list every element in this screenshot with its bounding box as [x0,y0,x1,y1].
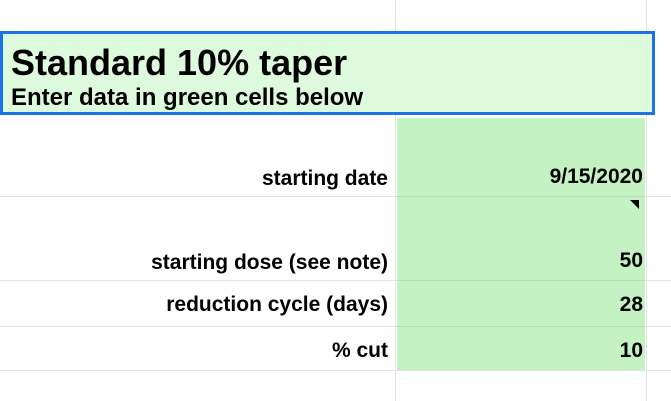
reduction-cycle-cell[interactable]: 28 [619,293,643,316]
percent-cut-label: % cut [331,339,388,362]
row-gridline [0,326,671,327]
row-gridline [0,196,671,197]
column-gridline [395,0,396,401]
header-cell-selected[interactable]: Standard 10% taper Enter data in green c… [0,31,655,115]
starting-date-cell[interactable]: 9/15/2020 [549,165,643,188]
reduction-cycle-label: reduction cycle (days) [166,293,388,316]
column-gridline [646,0,647,401]
input-column [397,118,645,370]
input-gridline [397,280,645,281]
starting-date-label: starting date [261,167,388,190]
input-gridline [397,196,645,197]
starting-dose-label: starting dose (see note) [151,251,388,274]
sheet-subtitle: Enter data in green cells below [11,84,364,111]
percent-cut-cell[interactable]: 10 [619,339,643,362]
starting-dose-cell[interactable]: 50 [619,249,643,272]
note-indicator-icon[interactable] [630,200,639,209]
row-gridline [0,280,671,281]
row-gridline [0,370,671,371]
sheet-title: Standard 10% taper [11,42,348,83]
input-gridline [397,326,645,327]
